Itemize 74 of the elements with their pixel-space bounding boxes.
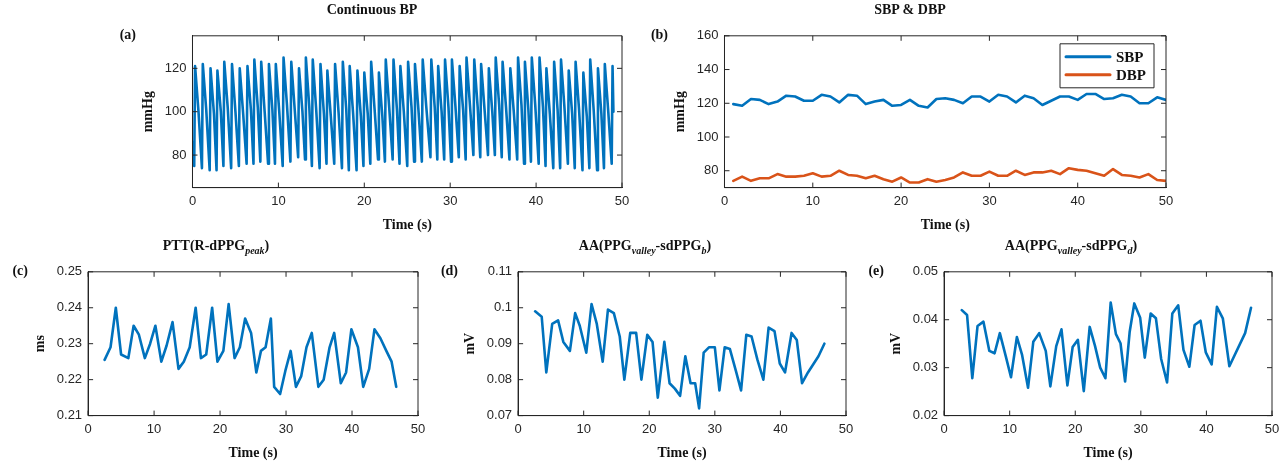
x-tick-label: 20 <box>1068 420 1083 436</box>
x-axis-title: Time (s) <box>382 217 433 234</box>
y-tick-label: 0.02 <box>912 407 939 423</box>
y-tick-label: 80 <box>704 162 719 178</box>
x-tick-label: 30 <box>982 192 997 208</box>
y-axis-title: mV <box>462 332 478 355</box>
x-tick-label: 20 <box>642 420 657 436</box>
legend-label: DBP <box>1116 66 1146 83</box>
y-tick-label: 0.24 <box>56 299 83 315</box>
y-axis-title: mmHg <box>672 91 688 133</box>
x-tick-label: 50 <box>1158 192 1174 208</box>
x-axis-title: Time (s) <box>657 445 707 462</box>
y-tick-label: 0.09 <box>486 335 513 351</box>
text: (c) <box>12 263 29 280</box>
chart-title: AA(PPG$_{valley}$-sdPPG$_{b}$) <box>577 238 713 256</box>
text: (b) <box>650 27 669 44</box>
x-tick-label: 10 <box>576 420 591 436</box>
x-tick-label: 40 <box>1070 192 1085 208</box>
x-tick-label: 30 <box>278 420 294 436</box>
x-tick-label: 10 <box>1002 420 1017 436</box>
x-tick-label: 0 <box>514 420 522 436</box>
y-tick-label: 0.03 <box>912 359 939 375</box>
text: (a) <box>119 27 137 44</box>
x-tick-label: 50 <box>614 192 630 208</box>
x-tick-label: 20 <box>893 192 909 208</box>
x-tick-label: 50 <box>1264 420 1280 436</box>
y-tick-label: 0.1 <box>494 299 513 315</box>
x-axis-title: Time (s) <box>1083 445 1133 462</box>
y-tick-label: 0.21 <box>56 407 83 423</box>
text: (d) <box>440 263 459 280</box>
y-tick-label: 0.25 <box>56 263 83 279</box>
chart-title: AA(PPG$_{valley}$-sdPPG$_{d}$) <box>1003 238 1139 256</box>
x-tick-label: 30 <box>1133 420 1149 436</box>
x-tick-label: 30 <box>442 192 458 208</box>
x-tick-label: 50 <box>410 420 426 436</box>
y-tick-label: 0.08 <box>486 371 513 387</box>
x-tick-label: 40 <box>528 192 544 208</box>
x-axis-title: Time (s) <box>228 445 278 462</box>
y-axis-title: ms <box>32 334 48 353</box>
x-tick-label: 0 <box>84 420 92 436</box>
x-tick-label: 40 <box>1199 420 1214 436</box>
x-axis-title: Time (s) <box>920 217 971 234</box>
y-axis-title: mmHg <box>140 91 156 133</box>
x-tick-label: 10 <box>146 420 162 436</box>
chart-title: Continuous BP <box>325 2 419 18</box>
x-tick-label: 0 <box>720 192 729 208</box>
y-axis-title: mV <box>888 332 904 355</box>
x-tick-label: 20 <box>357 192 372 208</box>
y-tick-label: 100 <box>696 128 719 144</box>
y-tick-label: 0.11 <box>487 263 513 279</box>
x-tick-label: 30 <box>707 420 723 436</box>
y-tick-label: 0.07 <box>486 407 513 423</box>
y-tick-label: 120 <box>164 59 187 75</box>
x-tick-label: 50 <box>838 420 854 436</box>
x-tick-label: 10 <box>805 192 821 208</box>
x-tick-label: 40 <box>344 420 360 436</box>
y-tick-label: 80 <box>172 146 187 162</box>
y-tick-label: 100 <box>164 103 187 119</box>
x-tick-label: 0 <box>188 192 197 208</box>
y-tick-label: 0.04 <box>912 311 939 327</box>
y-tick-label: 0.05 <box>912 263 939 279</box>
legend-label: SBP <box>1116 48 1144 65</box>
y-tick-label: 160 <box>696 27 719 43</box>
text: (e) <box>868 263 885 280</box>
x-tick-label: 40 <box>773 420 788 436</box>
y-tick-label: 0.23 <box>56 335 83 351</box>
x-tick-label: 20 <box>212 420 228 436</box>
y-tick-label: 140 <box>696 61 719 77</box>
chart-title: SBP & DBP <box>873 2 947 18</box>
y-tick-label: 0.22 <box>56 371 83 387</box>
chart-title: PTT(R-dPPG$_{peak}$) <box>161 238 271 256</box>
x-tick-label: 10 <box>271 192 286 208</box>
y-tick-label: 120 <box>696 94 719 110</box>
x-tick-label: 0 <box>940 420 948 436</box>
